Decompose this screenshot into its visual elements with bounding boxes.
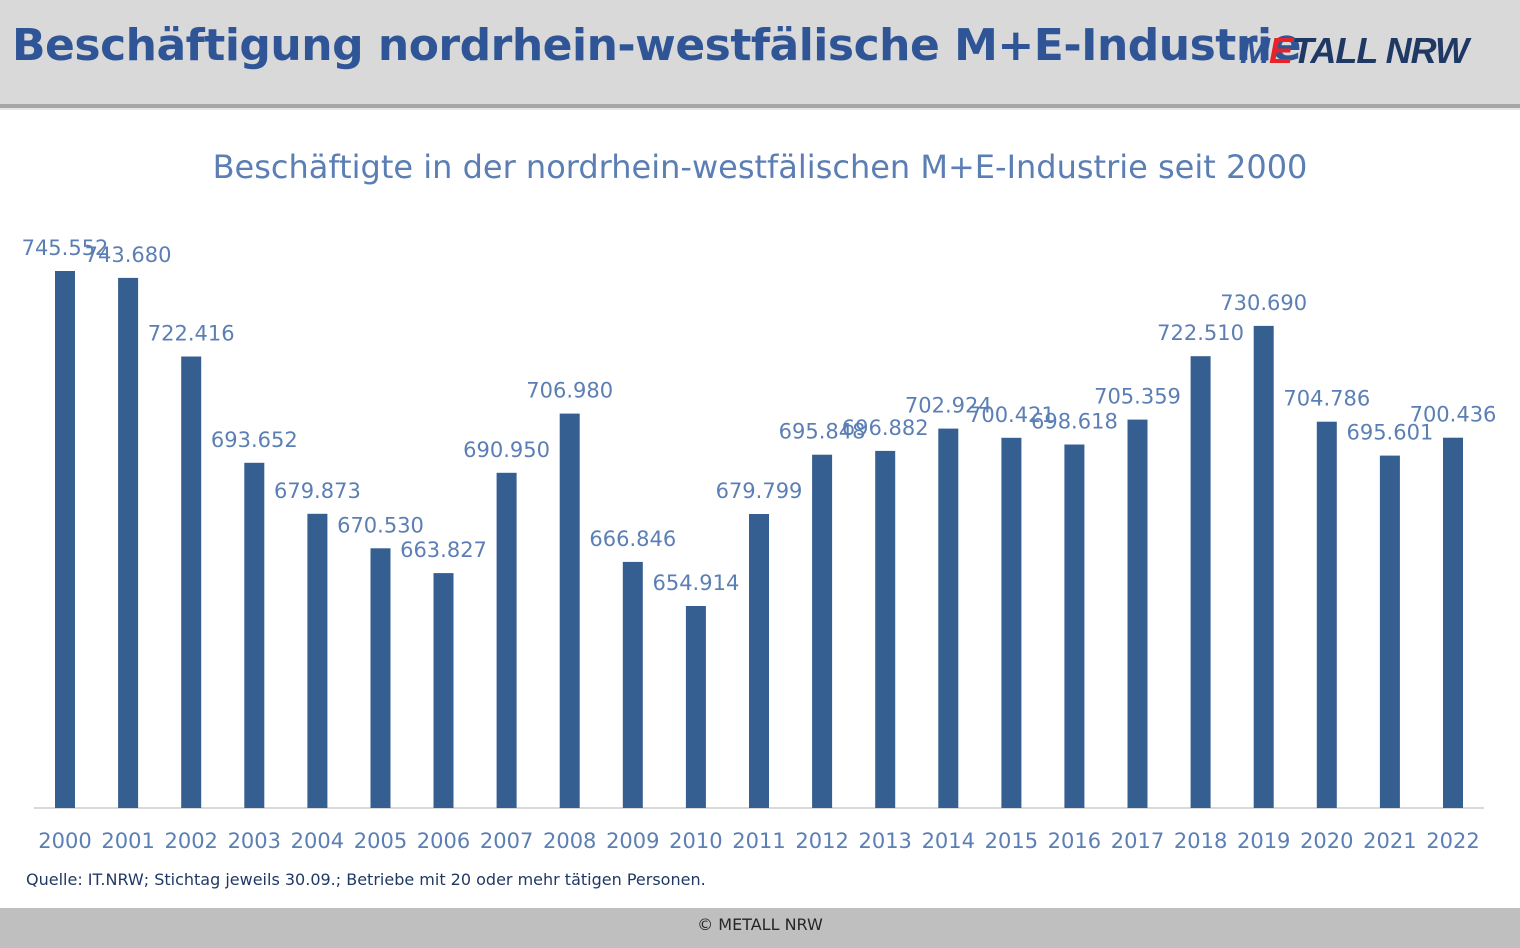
logo-letter-e: E: [1269, 30, 1293, 71]
value-label-2016: 698.618: [1031, 410, 1118, 434]
bar-2012: [812, 454, 833, 808]
x-tick-label-2005: 2005: [354, 829, 407, 853]
bar-2022: [1443, 437, 1463, 808]
bar-2015: [1001, 437, 1022, 808]
value-label-2022: 700.436: [1410, 403, 1497, 427]
x-tick-label-2013: 2013: [858, 829, 911, 853]
value-label-2015: 700.421: [968, 403, 1055, 427]
value-label-2021: 695.601: [1346, 421, 1433, 445]
bar-2009: [622, 561, 643, 808]
value-label-2011: 679.799: [716, 479, 803, 503]
value-label-2014: 702.924: [905, 394, 992, 418]
x-tick-label-2018: 2018: [1174, 829, 1227, 853]
bar-2016: [1064, 444, 1085, 808]
x-tick-label-2021: 2021: [1363, 829, 1416, 853]
x-tick-label-2020: 2020: [1300, 829, 1353, 853]
bar-2018: [1190, 356, 1211, 808]
value-label-2008: 706.980: [526, 379, 613, 403]
value-label-2001: 743.680: [85, 243, 172, 267]
value-label-2004: 679.873: [274, 479, 361, 503]
value-label-2000: 745.552: [22, 236, 109, 260]
value-label-2010: 654.914: [652, 571, 739, 595]
value-label-2003: 693.652: [211, 428, 298, 452]
x-tick-label-2007: 2007: [480, 829, 533, 853]
header-divider-light: [0, 108, 1520, 110]
x-tick-label-2004: 2004: [291, 829, 344, 853]
bar-2008: [559, 413, 580, 808]
metall-nrw-logo: METALL NRW: [1240, 30, 1469, 72]
value-label-2018: 722.510: [1157, 321, 1244, 345]
bar-series: [55, 271, 1463, 808]
header-bar: [0, 0, 1520, 104]
x-tick-label-2017: 2017: [1111, 829, 1164, 853]
x-axis-tick-labels: 2000 2001 2002 2003 2004 2005 2006 2007 2008 2009…: [38, 829, 1479, 853]
bar-2000: [55, 271, 75, 808]
value-label-2017: 705.359: [1094, 385, 1181, 409]
value-label-2012: 695.848: [779, 420, 866, 444]
x-tick-label-2011: 2011: [732, 829, 785, 853]
value-label-2005: 670.530: [337, 513, 424, 537]
bar-2011: [749, 514, 769, 808]
value-label-2002: 722.416: [148, 322, 235, 346]
bar-2013: [875, 450, 896, 808]
x-tick-label-2000: 2000: [38, 829, 91, 853]
x-tick-label-2022: 2022: [1426, 829, 1479, 853]
value-label-2020: 704.786: [1283, 387, 1370, 411]
bar-2021: [1379, 455, 1400, 808]
logo-letter-m: M: [1240, 30, 1270, 71]
value-label-2013: 696.882: [842, 416, 929, 440]
x-tick-label-2009: 2009: [606, 829, 659, 853]
bar-2007: [496, 472, 517, 808]
x-tick-label-2019: 2019: [1237, 829, 1290, 853]
value-label-2019: 730.690: [1220, 291, 1307, 315]
bar-2006: [433, 573, 454, 808]
x-tick-label-2002: 2002: [164, 829, 217, 853]
bar-2014: [938, 428, 959, 808]
chart-title: Beschäftigte in der nordrhein-westfälisc…: [212, 148, 1308, 186]
bar-2017: [1127, 419, 1148, 808]
page-title: Beschäftigung nordrhein-westfälische M+E…: [12, 20, 1301, 71]
x-tick-label-2015: 2015: [985, 829, 1038, 853]
x-tick-label-2003: 2003: [228, 829, 281, 853]
footer-bar: [0, 908, 1520, 948]
x-tick-label-2001: 2001: [101, 829, 154, 853]
logo-text-rest: TALL NRW: [1292, 30, 1469, 71]
bar-2019: [1253, 325, 1274, 808]
bar-2020: [1316, 421, 1337, 808]
x-tick-label-2008: 2008: [543, 829, 596, 853]
bar-2002: [181, 356, 202, 808]
bar-2005: [370, 548, 391, 808]
bar-2010: [685, 606, 706, 808]
x-tick-label-2012: 2012: [795, 829, 848, 853]
copyright-text: © METALL NRW: [697, 915, 823, 934]
x-tick-label-2006: 2006: [417, 829, 470, 853]
bar-2001: [118, 277, 139, 808]
header-divider: [0, 104, 1520, 108]
value-label-2007: 690.950: [463, 438, 550, 462]
bar-2003: [244, 462, 265, 808]
x-tick-label-2014: 2014: [922, 829, 975, 853]
x-tick-label-2010: 2010: [669, 829, 722, 853]
source-note: Quelle: IT.NRW; Stichtag jeweils 30.09.;…: [26, 870, 706, 889]
bar-2004: [307, 513, 328, 808]
value-label-2009: 666.846: [589, 527, 676, 551]
value-label-2006: 663.827: [400, 538, 487, 562]
x-tick-label-2016: 2016: [1048, 829, 1101, 853]
